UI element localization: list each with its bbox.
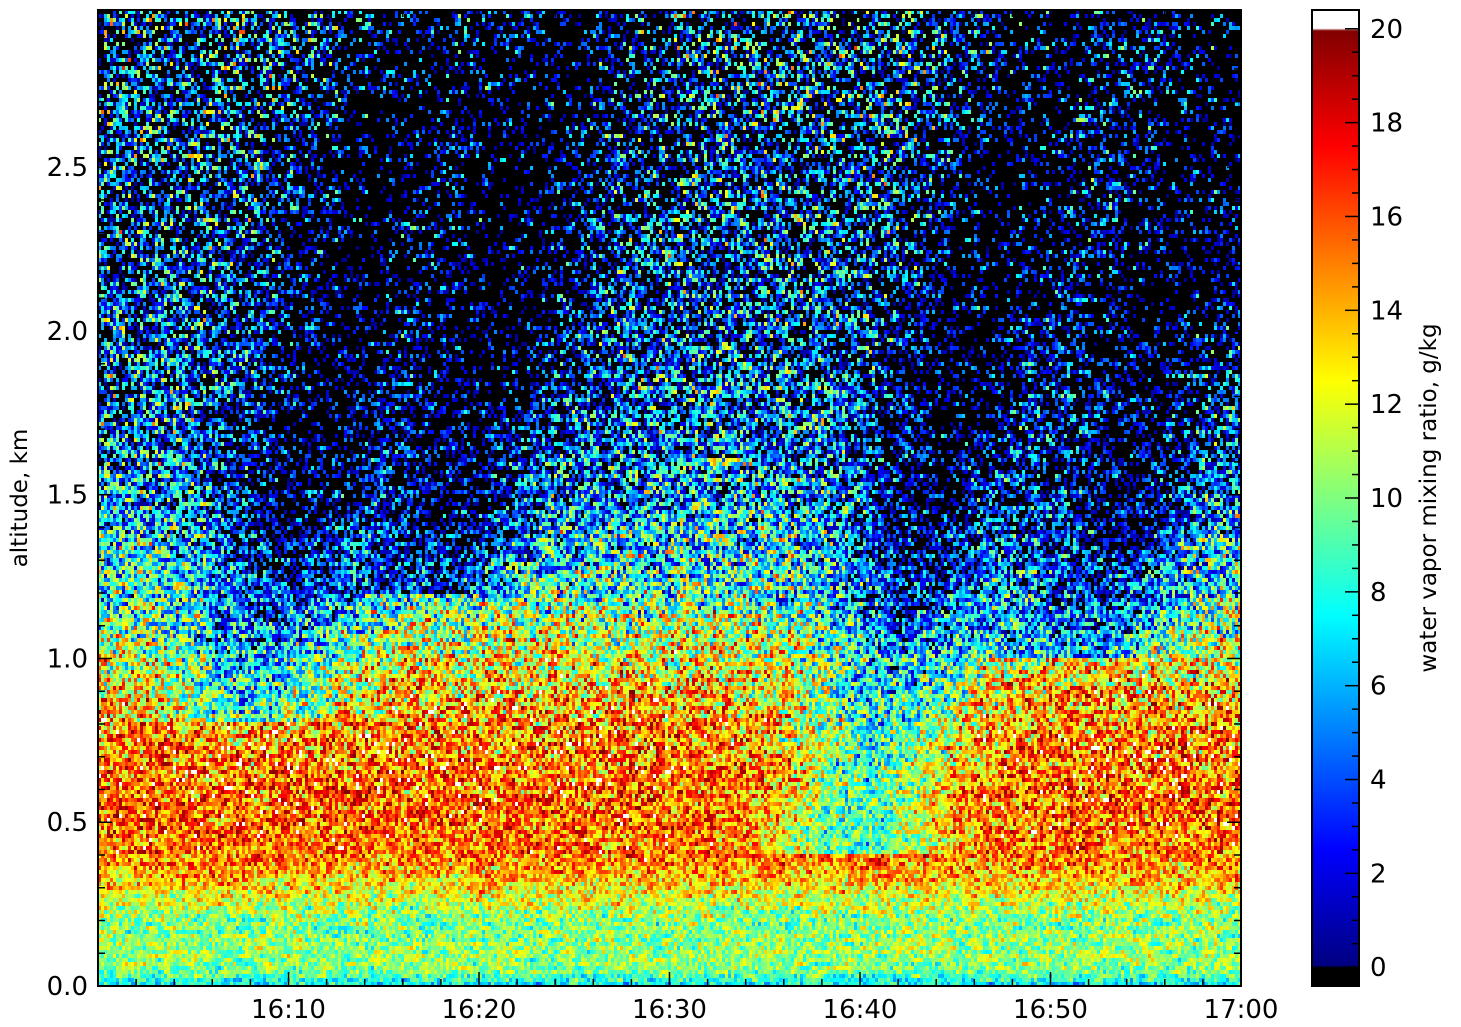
y-axis-label: altitude, km [7,429,33,568]
y-tick-label: 1.5 [47,481,88,511]
colorbar-tick-label: 10 [1370,484,1403,514]
colorbar-ticks: 0 2 4 6 8 10 12 14 16 18 20 [1345,15,1403,983]
x-tick-label: 17:00 [1204,995,1279,1025]
colorbar-label: water vapor mixing ratio, g/kg [1416,323,1442,672]
x-tick-label: 16:30 [632,995,707,1025]
x-tick-label: 16:40 [823,995,898,1025]
x-axis-ticks: 16:10 16:20 16:30 16:40 16:50 17:00 [97,10,1279,1025]
colorbar-tick-label: 12 [1370,390,1403,420]
y-axis-ticks: 0.0 0.5 1.0 1.5 2.0 2.5 [47,35,1241,1002]
x-tick-label: 16:50 [1013,995,1088,1025]
x-tick-label: 16:20 [442,995,517,1025]
y-tick-label: 2.0 [47,317,88,347]
y-tick-label: 0.0 [47,972,88,1002]
heatmap-image [98,10,1241,986]
colorbar-tick-label: 18 [1370,109,1403,139]
colorbar-tick-label: 14 [1370,296,1403,326]
colorbar-tick-label: 0 [1370,953,1387,983]
colorbar-tick-label: 6 [1370,672,1387,702]
colorbar-tick-label: 2 [1370,859,1387,889]
y-tick-label: 0.5 [47,808,88,838]
y-tick-label: 2.5 [47,153,88,183]
colorbar-tick-label: 4 [1370,766,1387,796]
colorbar-tick-label: 8 [1370,578,1387,608]
y-tick-label: 1.0 [47,644,88,674]
colorbar-tick-label: 20 [1370,15,1403,45]
x-tick-label: 16:10 [251,995,326,1025]
colorbar-tick-label: 16 [1370,202,1403,232]
